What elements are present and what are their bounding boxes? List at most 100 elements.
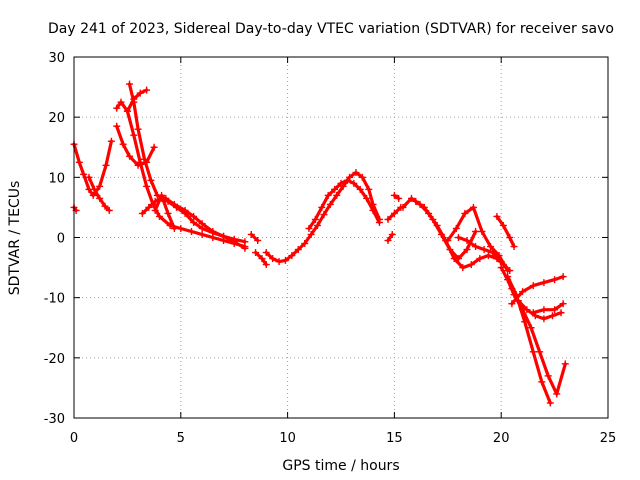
data-point xyxy=(463,237,471,245)
x-tick-label: 25 xyxy=(600,431,617,446)
data-point xyxy=(489,249,497,257)
data-point xyxy=(557,309,565,317)
data-point xyxy=(504,273,512,281)
data-point xyxy=(476,255,484,263)
grid-lines xyxy=(74,57,608,418)
data-point xyxy=(454,234,462,241)
data-point xyxy=(425,209,433,217)
data-point xyxy=(288,252,296,260)
y-axis-label: SDTVAR / TECUs xyxy=(7,181,23,296)
data-point xyxy=(508,285,516,293)
data-point xyxy=(538,378,546,386)
data-point xyxy=(463,246,471,254)
data-point xyxy=(113,104,121,112)
data-point xyxy=(119,140,127,148)
data-point xyxy=(101,202,109,210)
series-trace-g xyxy=(125,88,149,113)
series-trace-i xyxy=(153,193,176,231)
data-point xyxy=(173,203,181,211)
data-point xyxy=(252,249,260,257)
data-point xyxy=(540,279,548,287)
data-point xyxy=(307,230,315,238)
data-point xyxy=(390,191,398,199)
data-point xyxy=(134,125,142,133)
data-point xyxy=(96,182,104,190)
data-point xyxy=(294,246,302,254)
data-point xyxy=(395,194,403,202)
data-point xyxy=(281,256,289,264)
data-point xyxy=(459,264,467,272)
data-point xyxy=(540,306,548,314)
series-trace-z xyxy=(531,302,565,315)
data-point xyxy=(126,152,134,160)
data-point xyxy=(138,209,146,217)
series-trace-l xyxy=(264,170,381,264)
series-trace-m xyxy=(307,178,381,231)
data-point xyxy=(247,230,255,238)
data-point xyxy=(523,306,531,314)
data-point xyxy=(170,224,178,232)
data-point xyxy=(495,252,503,260)
data-point xyxy=(527,324,535,332)
data-point xyxy=(365,185,373,193)
data-point xyxy=(230,235,238,243)
data-point xyxy=(326,200,334,208)
data-point xyxy=(433,221,441,229)
data-point xyxy=(324,191,332,199)
data-point xyxy=(241,238,249,246)
data-point xyxy=(553,390,561,398)
x-tick-label: 0 xyxy=(70,431,78,446)
data-point xyxy=(352,169,360,177)
data-point xyxy=(390,209,398,217)
data-point xyxy=(151,197,159,205)
chart-title: Day 241 of 2023, Sidereal Day-to-day VTE… xyxy=(48,21,614,37)
data-point xyxy=(318,203,326,211)
data-point xyxy=(384,215,392,223)
y-tick-label: 30 xyxy=(48,51,65,66)
data-point xyxy=(262,261,270,269)
data-point xyxy=(89,191,97,199)
data-point xyxy=(506,267,514,275)
data-point xyxy=(452,224,460,232)
data-point xyxy=(369,200,377,208)
data-point xyxy=(540,315,548,323)
series-trace-u xyxy=(495,214,516,249)
data-point xyxy=(258,255,266,263)
x-tick-label: 20 xyxy=(493,431,510,446)
data-point xyxy=(320,211,328,219)
data-point xyxy=(399,203,407,211)
y-tick-label: 20 xyxy=(48,111,65,126)
data-point xyxy=(514,297,522,305)
data-point xyxy=(113,122,121,130)
data-point xyxy=(529,348,537,356)
data-point xyxy=(551,306,559,314)
data-point xyxy=(262,249,270,257)
data-point xyxy=(187,227,195,235)
data-point xyxy=(559,273,567,281)
data-point xyxy=(275,258,283,266)
data-point xyxy=(107,137,115,145)
data-point xyxy=(254,237,262,245)
y-tick-label: -30 xyxy=(44,412,65,427)
data-point xyxy=(420,203,428,211)
data-point xyxy=(331,185,339,193)
data-point xyxy=(510,243,518,251)
data-point xyxy=(358,173,366,181)
data-point xyxy=(343,176,351,184)
series-trace-j xyxy=(249,232,260,243)
data-point xyxy=(478,227,486,235)
data-point xyxy=(140,155,148,163)
data-point xyxy=(544,372,552,380)
data-point xyxy=(166,221,174,229)
data-point xyxy=(181,209,189,217)
data-point xyxy=(454,255,462,263)
data-point xyxy=(546,399,554,407)
data-point xyxy=(388,230,396,238)
data-point xyxy=(497,258,505,266)
data-point xyxy=(437,230,445,238)
data-point xyxy=(177,224,185,232)
data-point xyxy=(123,107,131,115)
y-tick-label: -20 xyxy=(44,352,65,367)
data-point xyxy=(164,197,172,205)
y-tick-label: 10 xyxy=(48,171,65,186)
